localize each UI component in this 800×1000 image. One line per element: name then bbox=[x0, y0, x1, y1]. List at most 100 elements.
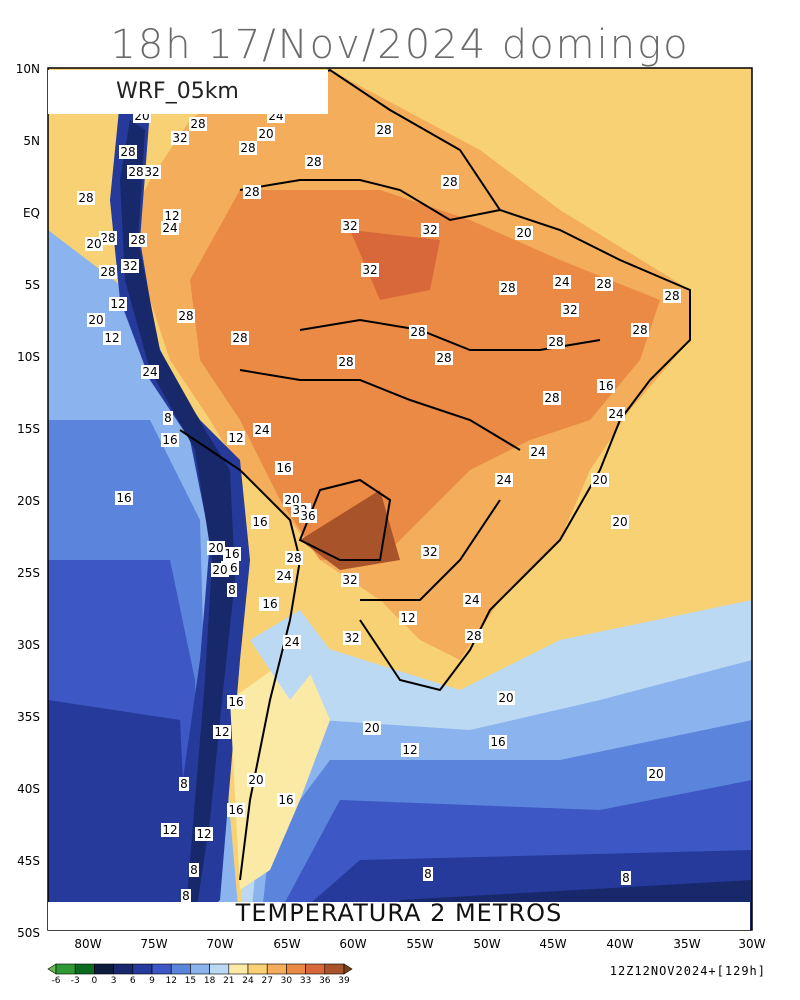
contour-label: 12 bbox=[195, 827, 213, 841]
svg-text:28: 28 bbox=[78, 191, 93, 205]
contour-label: 12 bbox=[103, 331, 121, 345]
contour-label: 32 bbox=[561, 303, 579, 317]
svg-text:28: 28 bbox=[338, 355, 353, 369]
colorbar-swatch bbox=[324, 963, 345, 975]
svg-text:12: 12 bbox=[104, 331, 119, 345]
contour-label: 28 bbox=[189, 117, 207, 131]
svg-text:24: 24 bbox=[530, 445, 545, 459]
contour-label: 32 bbox=[361, 263, 379, 277]
lat-label: 25S bbox=[17, 566, 40, 580]
svg-text:20: 20 bbox=[248, 773, 263, 787]
svg-text:12: 12 bbox=[162, 823, 177, 837]
colorbar-swatch bbox=[132, 963, 153, 975]
svg-text:32: 32 bbox=[344, 631, 359, 645]
contour-label: 12 bbox=[213, 725, 231, 739]
svg-text:16: 16 bbox=[228, 695, 243, 709]
contour-label: 20 bbox=[647, 767, 665, 781]
colorbar-swatch bbox=[151, 963, 172, 975]
svg-text:24: 24 bbox=[142, 365, 157, 379]
svg-text:24: 24 bbox=[496, 473, 511, 487]
svg-text:32: 32 bbox=[362, 263, 377, 277]
contour-label: 12 bbox=[227, 431, 245, 445]
svg-text:28: 28 bbox=[120, 145, 135, 159]
svg-text:20: 20 bbox=[212, 563, 227, 577]
lat-label: 30S bbox=[17, 638, 40, 652]
svg-text:16: 16 bbox=[262, 597, 277, 611]
lon-label: 30W bbox=[738, 937, 765, 951]
svg-text:28: 28 bbox=[286, 551, 301, 565]
svg-text:28: 28 bbox=[664, 289, 679, 303]
contour-label: 16 bbox=[251, 515, 269, 529]
variable-title: TEMPERATURA 2 METROS bbox=[48, 901, 750, 930]
contour-label: 32 bbox=[171, 131, 189, 145]
lon-label: 70W bbox=[206, 937, 233, 951]
svg-text:28: 28 bbox=[178, 309, 193, 323]
lat-label: 15S bbox=[17, 422, 40, 436]
svg-text:28: 28 bbox=[130, 233, 145, 247]
colorbar-swatch bbox=[286, 963, 306, 975]
contour-label: 16 bbox=[277, 793, 295, 807]
contour-label: 20 bbox=[257, 127, 275, 141]
svg-text:8: 8 bbox=[190, 863, 198, 877]
colorbar: -6 -3 0 3 6 9 12 15 18 21 24 27 30 33 36 39 bbox=[47, 963, 353, 986]
lat-label: 5S bbox=[25, 278, 40, 292]
colorbar-tick-label: -6 bbox=[52, 976, 61, 986]
contour-label: 28 bbox=[409, 325, 427, 339]
contour-label: 16 bbox=[161, 433, 179, 447]
colorbar-tick-label: 24 bbox=[242, 976, 254, 986]
colorbar-tick-label: 21 bbox=[223, 976, 234, 986]
contour-label: 20 bbox=[87, 313, 105, 327]
contour-label: 8 bbox=[181, 889, 191, 903]
svg-text:12: 12 bbox=[164, 209, 179, 223]
svg-text:12: 12 bbox=[400, 611, 415, 625]
svg-text:28: 28 bbox=[190, 117, 205, 131]
contour-label: 36 bbox=[299, 509, 317, 523]
model-label: WRF_05km bbox=[48, 70, 328, 114]
colorbar-tick-label: 9 bbox=[149, 976, 155, 986]
svg-text:16: 16 bbox=[598, 379, 613, 393]
contour-label: 28 bbox=[127, 165, 145, 179]
contour-label: 28 bbox=[631, 323, 649, 337]
colorbar-tick-label: 33 bbox=[300, 976, 311, 986]
svg-text:12: 12 bbox=[110, 297, 125, 311]
contour-label: 20 bbox=[211, 563, 229, 577]
colorbar-swatch bbox=[113, 963, 134, 975]
svg-text:32: 32 bbox=[342, 219, 357, 233]
svg-text:28: 28 bbox=[376, 123, 391, 137]
lon-label: 40W bbox=[606, 937, 633, 951]
svg-text:16: 16 bbox=[278, 793, 293, 807]
svg-text:20: 20 bbox=[648, 767, 663, 781]
contour-label: 24 bbox=[283, 635, 301, 649]
contour-label: 24 bbox=[495, 473, 513, 487]
svg-text:24: 24 bbox=[608, 407, 623, 421]
colorbar-swatch bbox=[190, 963, 210, 975]
contour-label: 12 bbox=[163, 209, 181, 223]
svg-text:16: 16 bbox=[224, 547, 239, 561]
contour-label: 16 bbox=[597, 379, 615, 393]
svg-text:32: 32 bbox=[562, 303, 577, 317]
svg-text:8: 8 bbox=[424, 867, 432, 881]
contour-label: 12 bbox=[399, 611, 417, 625]
colorbar-swatch bbox=[305, 963, 326, 975]
contour-label: 16 bbox=[489, 735, 507, 749]
contour-label: 24 bbox=[529, 445, 547, 459]
svg-text:32: 32 bbox=[422, 545, 437, 559]
svg-text:28: 28 bbox=[442, 175, 457, 189]
svg-text:12: 12 bbox=[402, 743, 417, 757]
contour-label: 8 bbox=[189, 863, 199, 877]
contour-label: 32 bbox=[143, 165, 161, 179]
contour-label: 16 bbox=[227, 803, 245, 817]
colorbar-tick-label: 3 bbox=[111, 976, 117, 986]
lon-label: 35W bbox=[673, 937, 700, 951]
colorbar-swatch bbox=[247, 963, 268, 975]
contour-label: 28 bbox=[119, 145, 137, 159]
contour-label: 28 bbox=[441, 175, 459, 189]
contour-label: 32 bbox=[121, 259, 139, 273]
contour-label: 28 bbox=[435, 351, 453, 365]
contour-label: 8 bbox=[621, 871, 631, 885]
contour-label: 28 bbox=[243, 185, 261, 199]
contour-label: 8 bbox=[163, 411, 173, 425]
svg-text:20: 20 bbox=[612, 515, 627, 529]
svg-text:16: 16 bbox=[276, 461, 291, 475]
